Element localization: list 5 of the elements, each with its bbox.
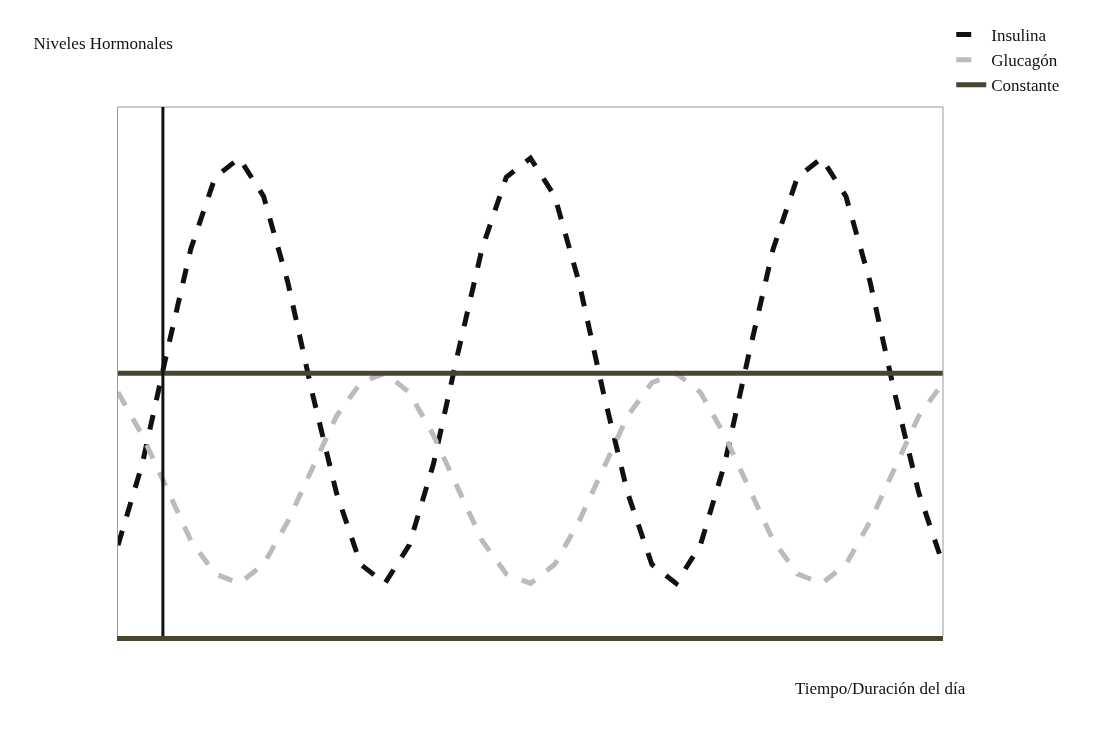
chart-title: Niveles Hormonales — [33, 33, 173, 53]
legend-label: Constante — [991, 76, 1060, 96]
legend-label: Insulina — [991, 26, 1047, 46]
text: Tiempo/Duración del día — [795, 679, 966, 698]
legend-label: Glucagón — [991, 51, 1058, 71]
